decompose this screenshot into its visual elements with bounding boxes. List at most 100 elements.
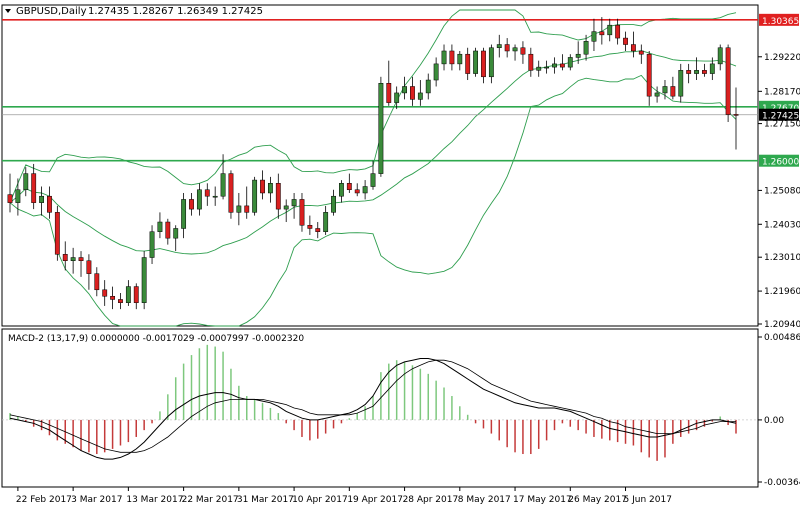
candle-body [118, 299, 123, 303]
price-tick-label: 1.28170 [764, 87, 800, 97]
level-tag-label: 1.26000 [762, 158, 799, 168]
price-tick-label: 1.25080 [764, 186, 800, 196]
candle-body [449, 50, 455, 65]
candle-body [228, 173, 234, 213]
candle-body [694, 70, 699, 74]
candle-body [331, 195, 336, 213]
candle-body [39, 195, 44, 203]
candle-body [575, 53, 581, 58]
price-tick-label: 1.23010 [764, 253, 800, 263]
macd-frame [1, 328, 759, 488]
candle-body [638, 50, 644, 55]
candle-body [599, 31, 605, 36]
candle-body [173, 228, 179, 239]
candle-body [102, 289, 108, 297]
candle-body [607, 24, 613, 36]
candle-body [7, 194, 13, 203]
price-tick-label: 1.24030 [764, 220, 800, 230]
macd-tick-label: 0.004864 [764, 333, 800, 343]
candle-body [378, 83, 384, 174]
candle-body [23, 173, 29, 190]
candle-body [552, 63, 557, 68]
level-tag [759, 154, 799, 167]
candle-body [733, 114, 739, 116]
level-tag-label: 1.30365 [762, 17, 799, 27]
candle-body [528, 53, 534, 71]
candle-body [62, 254, 68, 261]
axes-layer: 1.303651.276701.260001.274251.292201.281… [5, 9, 800, 505]
candle-body [78, 257, 84, 261]
candle-body [567, 57, 573, 68]
candle-body [473, 50, 479, 74]
candle-body [504, 44, 510, 52]
candle-body [591, 31, 597, 42]
macd-panel [2, 344, 758, 461]
candle-body [86, 260, 92, 274]
macd-label: MACD-2 (13,17,9) 0.0000000 -0.0017029 -0… [8, 334, 304, 344]
candle-body [275, 183, 281, 210]
candle-body [125, 286, 131, 303]
current-price-tag [759, 108, 799, 121]
bollinger-middle-line [9, 50, 737, 255]
candle-body [725, 47, 731, 115]
ohlc-readout: 1.27435 1.28267 1.26349 1.27425 [88, 6, 263, 17]
candle-body [354, 189, 360, 194]
candle-body [315, 228, 321, 232]
candle-body [702, 70, 707, 74]
candle-body [488, 47, 494, 78]
candle-body [323, 212, 329, 232]
price-tick-label: 1.20940 [764, 320, 800, 330]
date-tick-label: 10 Apr 2017 [292, 495, 348, 505]
candle-body [141, 257, 147, 303]
candle-body [307, 224, 313, 229]
price-panel [2, 9, 758, 327]
candle-body [662, 86, 668, 94]
candle-body [630, 44, 636, 52]
candle-body [410, 86, 415, 100]
candle-body [149, 231, 155, 258]
candle-body [165, 221, 171, 239]
candle-body [709, 63, 715, 74]
candle-body [623, 37, 628, 45]
candle-body [220, 173, 226, 197]
candle-body [54, 212, 60, 255]
candle-body [544, 66, 550, 69]
date-tick-label: 17 May 2017 [513, 495, 572, 505]
candle-body [496, 44, 502, 49]
candle-body [267, 183, 273, 194]
candle-body [283, 205, 289, 210]
date-tick-label: 5 Jun 2017 [624, 495, 672, 505]
candle-body [425, 79, 431, 94]
candle-body [394, 92, 400, 103]
date-tick-label: 28 Apr 2017 [403, 495, 459, 505]
candle-body [370, 173, 376, 187]
date-tick-label: 31 Mar 2017 [237, 495, 294, 505]
candle-body [157, 221, 163, 232]
candle-body [678, 70, 684, 97]
current-price-label: 1.27425 [762, 112, 799, 122]
candle-body [15, 189, 21, 203]
candle-body [717, 47, 723, 65]
price-tick-label: 1.29220 [764, 53, 800, 63]
date-tick-label: 22 Feb 2017 [16, 495, 72, 505]
candle-body [189, 199, 194, 210]
date-tick-label: 22 Mar 2017 [182, 495, 239, 505]
candle-body [386, 83, 392, 103]
candle-body [204, 189, 210, 197]
chart-background [1, 4, 759, 488]
date-tick-label: 8 May 2017 [458, 495, 511, 505]
date-tick-label: 19 Apr 2017 [347, 495, 403, 505]
candle-body [181, 199, 187, 229]
price-tick-label: 1.27150 [764, 120, 800, 130]
date-tick-label: 3 Mar 2017 [71, 495, 122, 505]
candle-body [260, 179, 265, 194]
candle-body [465, 53, 471, 74]
candle-body [133, 286, 139, 303]
candle-body [457, 53, 463, 65]
candle-body [252, 179, 258, 213]
candle-body [212, 195, 218, 198]
bollinger-lower-line [9, 74, 737, 327]
candle-body [291, 199, 297, 207]
candle-body [346, 183, 352, 190]
